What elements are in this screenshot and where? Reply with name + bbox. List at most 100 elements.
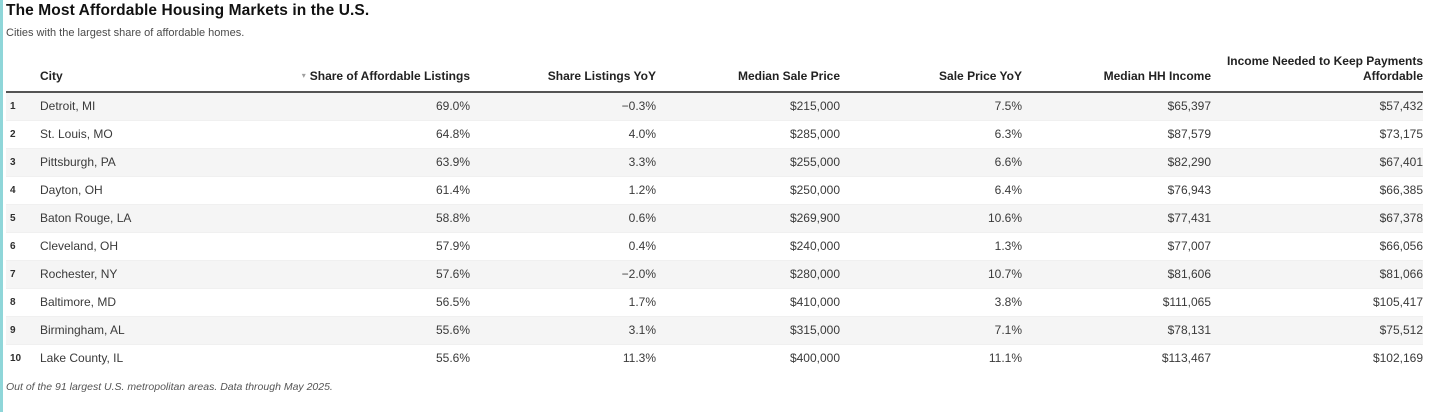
cell-income-needed: $102,169 (1211, 343, 1423, 372)
cell-income-needed: $81,066 (1211, 259, 1423, 288)
row-rank: 7 (6, 259, 40, 288)
cell-income-needed: $57,432 (1211, 91, 1423, 120)
cell-sale-price-yoy: 6.3% (840, 119, 1022, 148)
row-rank: 6 (6, 231, 40, 260)
cell-share-listings-yoy: 3.1% (470, 315, 656, 344)
cell-share-affordable-listings: 57.6% (290, 259, 470, 288)
cell-median-sale-price: $215,000 (656, 91, 840, 120)
cell-share-affordable-listings: 55.6% (290, 315, 470, 344)
table-row: 1 Detroit, MI 69.0% −0.3% $215,000 7.5% … (6, 91, 1423, 120)
table-row: 7 Rochester, NY 57.6% −2.0% $280,000 10.… (6, 259, 1423, 288)
cell-median-hh-income: $77,007 (1022, 231, 1211, 260)
cell-median-sale-price: $285,000 (656, 119, 840, 148)
cell-sale-price-yoy: 11.1% (840, 343, 1022, 372)
cell-sale-price-yoy: 3.8% (840, 287, 1022, 316)
row-city: Birmingham, AL (40, 315, 290, 344)
table-row: 4 Dayton, OH 61.4% 1.2% $250,000 6.4% $7… (6, 175, 1423, 204)
cell-median-hh-income: $78,131 (1022, 315, 1211, 344)
column-header-income-needed[interactable]: Income Needed to Keep Payments Affordabl… (1211, 40, 1423, 93)
page-subtitle: Cities with the largest share of afforda… (6, 27, 245, 39)
cell-median-sale-price: $400,000 (656, 343, 840, 372)
cell-median-hh-income: $77,431 (1022, 203, 1211, 232)
table-row: 9 Birmingham, AL 55.6% 3.1% $315,000 7.1… (6, 315, 1423, 344)
cell-share-listings-yoy: 0.6% (470, 203, 656, 232)
cell-sale-price-yoy: 10.6% (840, 203, 1022, 232)
row-city: St. Louis, MO (40, 119, 290, 148)
cell-median-sale-price: $269,900 (656, 203, 840, 232)
cell-sale-price-yoy: 6.4% (840, 175, 1022, 204)
column-header-median-sale-price[interactable]: Median Sale Price (656, 40, 840, 93)
cell-median-hh-income: $111,065 (1022, 287, 1211, 316)
row-city: Rochester, NY (40, 259, 290, 288)
column-header-sale-price-yoy[interactable]: Sale Price YoY (840, 40, 1022, 93)
row-rank: 8 (6, 287, 40, 316)
row-city: Detroit, MI (40, 91, 290, 120)
cell-median-sale-price: $280,000 (656, 259, 840, 288)
column-header-label: Share of Affordable Listings (309, 69, 470, 83)
cell-median-hh-income: $81,606 (1022, 259, 1211, 288)
cell-median-sale-price: $410,000 (656, 287, 840, 316)
table-row: 3 Pittsburgh, PA 63.9% 3.3% $255,000 6.6… (6, 147, 1423, 176)
row-rank: 4 (6, 175, 40, 204)
row-rank: 5 (6, 203, 40, 232)
cell-median-hh-income: $87,579 (1022, 119, 1211, 148)
table-row: 5 Baton Rouge, LA 58.8% 0.6% $269,900 10… (6, 203, 1423, 232)
cell-income-needed: $66,385 (1211, 175, 1423, 204)
cell-income-needed: $73,175 (1211, 119, 1423, 148)
cell-sale-price-yoy: 10.7% (840, 259, 1022, 288)
cell-median-sale-price: $250,000 (656, 175, 840, 204)
cell-share-affordable-listings: 56.5% (290, 287, 470, 316)
cell-income-needed: $67,378 (1211, 203, 1423, 232)
page-title: The Most Affordable Housing Markets in t… (6, 2, 370, 19)
row-rank: 3 (6, 147, 40, 176)
cell-median-sale-price: $315,000 (656, 315, 840, 344)
cell-share-affordable-listings: 57.9% (290, 231, 470, 260)
row-rank: 10 (6, 343, 40, 372)
row-rank: 2 (6, 119, 40, 148)
row-rank: 9 (6, 315, 40, 344)
cell-share-listings-yoy: 1.7% (470, 287, 656, 316)
table-row: 10 Lake County, IL 55.6% 11.3% $400,000 … (6, 343, 1423, 372)
row-city: Baton Rouge, LA (40, 203, 290, 232)
cell-share-listings-yoy: 11.3% (470, 343, 656, 372)
cell-median-sale-price: $255,000 (656, 147, 840, 176)
cell-median-hh-income: $76,943 (1022, 175, 1211, 204)
column-header-city[interactable]: City (40, 40, 290, 93)
table-header-row: City ▾ Share of Affordable Listings Share… (6, 40, 1423, 93)
cell-share-affordable-listings: 55.6% (290, 343, 470, 372)
cell-income-needed: $66,056 (1211, 231, 1423, 260)
cell-median-hh-income: $82,290 (1022, 147, 1211, 176)
column-header-share-affordable-listings[interactable]: ▾ Share of Affordable Listings (290, 40, 470, 93)
column-header-share-listings-yoy[interactable]: Share Listings YoY (470, 40, 656, 93)
column-header-median-hh-income[interactable]: Median HH Income (1022, 40, 1211, 93)
cell-sale-price-yoy: 1.3% (840, 231, 1022, 260)
sort-descending-icon: ▾ (301, 71, 306, 80)
left-accent-bar (0, 0, 3, 412)
affordable-housing-widget: The Most Affordable Housing Markets in t… (6, 2, 1423, 393)
cell-share-listings-yoy: 3.3% (470, 147, 656, 176)
table-row: 2 St. Louis, MO 64.8% 4.0% $285,000 6.3%… (6, 119, 1423, 148)
cell-share-listings-yoy: 4.0% (470, 119, 656, 148)
cell-income-needed: $105,417 (1211, 287, 1423, 316)
row-city: Baltimore, MD (40, 287, 290, 316)
cell-share-affordable-listings: 58.8% (290, 203, 470, 232)
cell-median-hh-income: $113,467 (1022, 343, 1211, 372)
row-city: Pittsburgh, PA (40, 147, 290, 176)
housing-markets-table: City ▾ Share of Affordable Listings Share… (6, 40, 1423, 372)
row-rank: 1 (6, 91, 40, 120)
cell-sale-price-yoy: 6.6% (840, 147, 1022, 176)
cell-share-affordable-listings: 64.8% (290, 119, 470, 148)
row-city: Lake County, IL (40, 343, 290, 372)
cell-income-needed: $67,401 (1211, 147, 1423, 176)
cell-share-affordable-listings: 63.9% (290, 147, 470, 176)
cell-median-hh-income: $65,397 (1022, 91, 1211, 120)
cell-share-listings-yoy: −0.3% (470, 91, 656, 120)
cell-sale-price-yoy: 7.5% (840, 91, 1022, 120)
cell-share-listings-yoy: 1.2% (470, 175, 656, 204)
table-row: 6 Cleveland, OH 57.9% 0.4% $240,000 1.3%… (6, 231, 1423, 260)
cell-share-affordable-listings: 61.4% (290, 175, 470, 204)
cell-share-affordable-listings: 69.0% (290, 91, 470, 120)
cell-share-listings-yoy: −2.0% (470, 259, 656, 288)
cell-median-sale-price: $240,000 (656, 231, 840, 260)
cell-share-listings-yoy: 0.4% (470, 231, 656, 260)
